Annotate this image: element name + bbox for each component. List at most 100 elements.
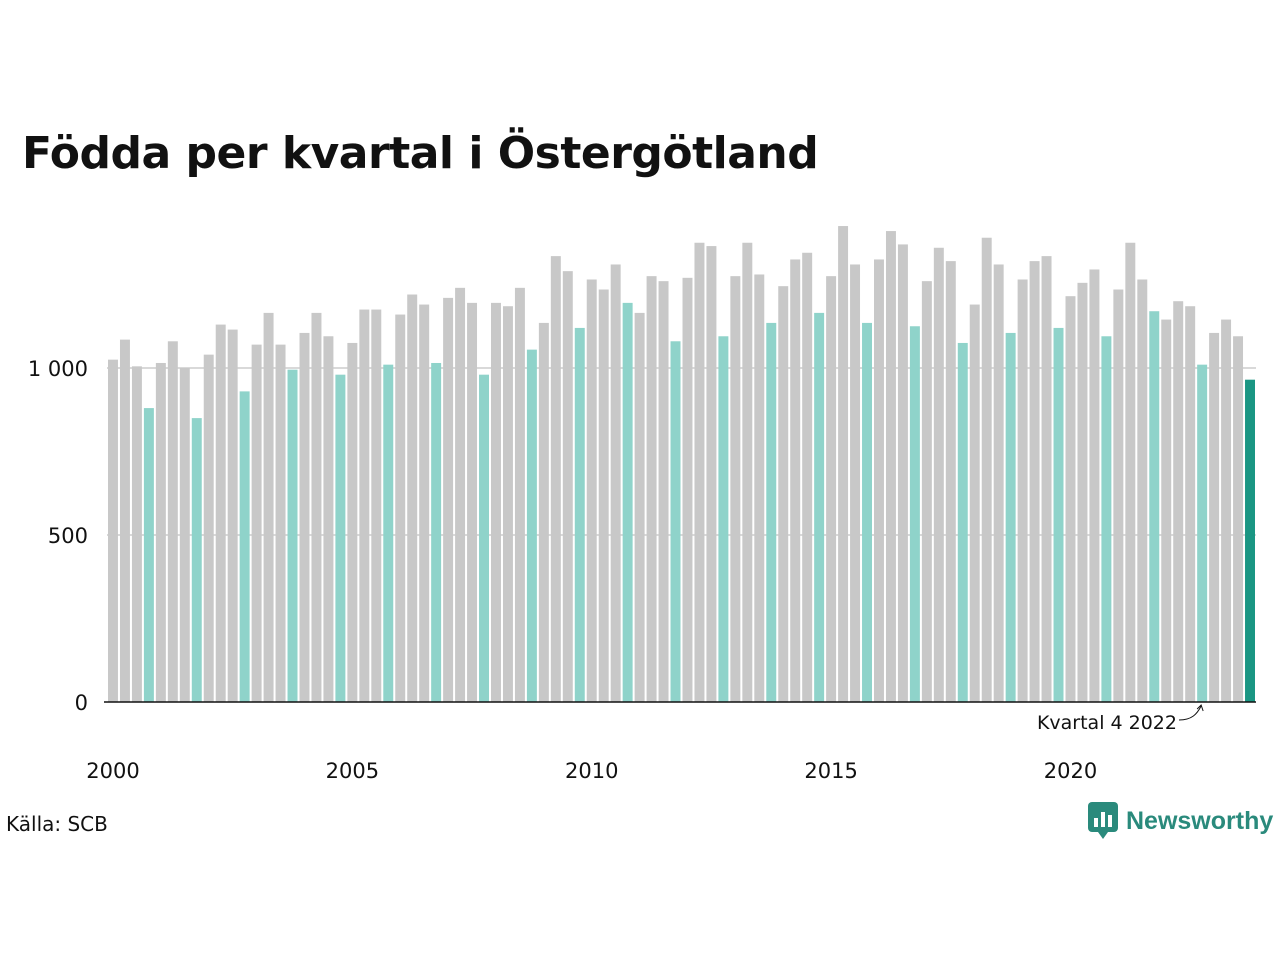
annotation-layer: Kvartal 4 2022 bbox=[1037, 704, 1204, 734]
bar bbox=[826, 276, 837, 702]
bar bbox=[479, 374, 489, 702]
bar bbox=[227, 329, 238, 702]
bar bbox=[419, 304, 430, 702]
bar bbox=[491, 302, 501, 702]
bar bbox=[1089, 269, 1100, 702]
bar bbox=[610, 264, 621, 702]
bar bbox=[155, 362, 166, 702]
bar bbox=[586, 279, 597, 702]
bar bbox=[814, 312, 825, 702]
bar bbox=[263, 312, 274, 702]
brand-name: Newsworthy bbox=[1126, 806, 1274, 835]
source-label: Källa: SCB bbox=[6, 812, 108, 836]
bar bbox=[1173, 301, 1184, 702]
bar bbox=[131, 366, 142, 702]
bar bbox=[1005, 332, 1016, 702]
bar bbox=[1113, 289, 1124, 702]
bar bbox=[1149, 311, 1160, 702]
brand-logo: Newsworthy bbox=[1088, 802, 1273, 840]
bar bbox=[455, 287, 466, 702]
bar bbox=[1233, 336, 1244, 702]
bar bbox=[634, 312, 645, 702]
bar bbox=[969, 304, 980, 702]
bar bbox=[622, 302, 633, 702]
bar bbox=[407, 294, 418, 702]
bar bbox=[957, 342, 968, 702]
bar bbox=[1101, 336, 1112, 702]
bar bbox=[1137, 279, 1148, 702]
bar bbox=[167, 341, 178, 702]
bar bbox=[802, 252, 813, 702]
bar bbox=[371, 309, 382, 702]
bar bbox=[383, 364, 394, 702]
bar bbox=[778, 286, 789, 702]
bar bbox=[694, 242, 705, 702]
gridlines bbox=[107, 367, 1256, 536]
bar bbox=[443, 297, 454, 702]
bar bbox=[1065, 296, 1076, 702]
bar bbox=[562, 271, 573, 702]
y-tick-label: 1 000 bbox=[28, 357, 88, 381]
x-tick-label: 2005 bbox=[326, 759, 379, 783]
bar bbox=[658, 281, 669, 702]
bar bbox=[179, 368, 190, 702]
axes: 0 500 1 000 2000 2005 2010 2015 2020 bbox=[28, 357, 1256, 783]
x-tick-label: 2020 bbox=[1044, 759, 1097, 783]
bar bbox=[275, 344, 286, 702]
bar bbox=[1209, 332, 1220, 702]
bar bbox=[191, 418, 202, 702]
bar bbox=[1029, 261, 1040, 702]
bar bbox=[574, 327, 585, 702]
bar bbox=[862, 322, 872, 702]
bar bbox=[526, 349, 537, 702]
bars bbox=[108, 226, 1255, 703]
bar bbox=[467, 302, 478, 702]
annotation-arrow bbox=[1178, 705, 1202, 721]
bar bbox=[885, 231, 896, 702]
bar bbox=[646, 276, 657, 702]
bar bbox=[1017, 279, 1028, 702]
bar bbox=[598, 289, 609, 702]
bar bbox=[538, 322, 549, 702]
bar bbox=[1125, 242, 1136, 702]
bar bbox=[431, 362, 442, 702]
bar bbox=[311, 312, 322, 702]
bar bbox=[706, 246, 717, 702]
bar bbox=[945, 261, 956, 702]
bar bbox=[1041, 256, 1052, 702]
bar bbox=[897, 244, 908, 703]
bar bbox=[502, 306, 513, 702]
bar bbox=[742, 242, 753, 702]
chart-title: Födda per kvartal i Östergötland bbox=[22, 128, 819, 179]
bar bbox=[550, 256, 561, 702]
bar bbox=[1161, 319, 1172, 702]
bar bbox=[323, 336, 334, 702]
bar bbox=[682, 277, 693, 702]
bar bbox=[790, 259, 801, 702]
x-tick-label: 2000 bbox=[86, 759, 139, 783]
annotation-arrowhead bbox=[1196, 704, 1204, 712]
x-tick-label: 2010 bbox=[565, 759, 618, 783]
bar bbox=[251, 344, 262, 702]
bar bbox=[730, 276, 741, 702]
bar bbox=[108, 359, 118, 702]
bar bbox=[359, 309, 370, 702]
bar bbox=[1077, 282, 1088, 702]
bar bbox=[1221, 319, 1232, 702]
bar bbox=[1185, 306, 1196, 702]
bar bbox=[239, 391, 250, 702]
bar bbox=[215, 324, 226, 702]
bar bbox=[874, 259, 884, 702]
bar bbox=[143, 408, 154, 702]
annotation-label: Kvartal 4 2022 bbox=[1037, 712, 1177, 734]
bar bbox=[718, 336, 729, 702]
bar bbox=[993, 264, 1004, 702]
bar bbox=[119, 339, 130, 702]
bar bbox=[850, 264, 861, 702]
bar bbox=[347, 342, 358, 702]
bar bbox=[299, 332, 310, 702]
bar bbox=[838, 226, 849, 703]
bar bbox=[1053, 327, 1064, 702]
x-tick-label: 2015 bbox=[804, 759, 857, 783]
